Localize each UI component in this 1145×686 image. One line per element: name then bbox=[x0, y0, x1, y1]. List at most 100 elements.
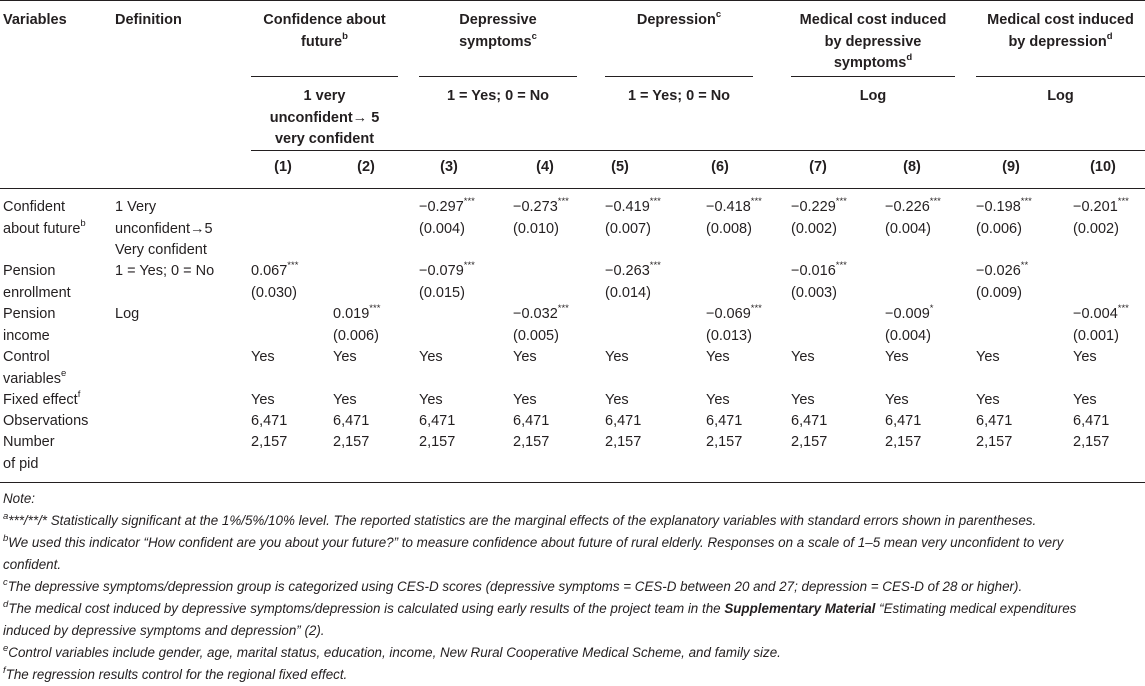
significance-stars: *** bbox=[463, 260, 475, 272]
group-title-line: symptomsd bbox=[833, 52, 913, 71]
table-notes: Note: a***/**/* Statistically significan… bbox=[3, 488, 1143, 686]
value-cell: 2,157 bbox=[791, 434, 828, 450]
group-rule-5 bbox=[976, 76, 1145, 77]
group-title-line: by depressive bbox=[824, 33, 922, 50]
coefficient: −0.009 bbox=[885, 306, 930, 322]
row-definition: Log bbox=[115, 304, 139, 326]
definition-line: 1 = Yes; 0 = No bbox=[115, 263, 215, 279]
coefficient-cell: −0.032*** (0.005) bbox=[513, 304, 569, 347]
value-cell: Yes bbox=[513, 349, 537, 365]
significance-stars: *** bbox=[929, 196, 941, 208]
group-scale-4: Log bbox=[791, 86, 955, 108]
value-cell: Yes bbox=[706, 392, 730, 408]
coefficient: −0.069 bbox=[706, 306, 751, 322]
coefficient-cell: −0.069*** (0.013) bbox=[706, 304, 762, 347]
coefficient: −0.198 bbox=[976, 199, 1021, 215]
note-c: cThe depressive symptoms/depression grou… bbox=[3, 576, 1023, 594]
group-title-line: Medical cost induced bbox=[987, 12, 1134, 28]
note-a: a***/**/* Statistically significant at t… bbox=[3, 510, 1037, 528]
header-bottom-rule bbox=[0, 188, 1145, 189]
definition-line: 1 Very bbox=[115, 199, 157, 215]
standard-error: (0.001) bbox=[1073, 327, 1119, 344]
value-cell: 2,157 bbox=[605, 434, 642, 450]
row-variable: Fixed effectf bbox=[3, 389, 81, 408]
value-cell: 6,471 bbox=[419, 413, 456, 429]
value-cell: Yes bbox=[1073, 349, 1097, 365]
coefficient: −0.004 bbox=[1073, 306, 1118, 322]
standard-error: (0.007) bbox=[605, 220, 651, 237]
coefficient-cell: −0.009* (0.004) bbox=[885, 304, 933, 347]
group-scale-1: 1 very unconfident→ 5 very confident bbox=[251, 86, 398, 151]
coefficient-cell: 0.067*** (0.030) bbox=[251, 261, 298, 304]
value-cell: 6,471 bbox=[605, 413, 642, 429]
note-f: fThe regression results control for the … bbox=[3, 664, 348, 682]
definition-line: unconfident→5 bbox=[115, 220, 213, 237]
value-cell: Yes bbox=[976, 349, 1000, 365]
group-scale-line: 1 very bbox=[303, 88, 346, 104]
header-variables: Variables bbox=[3, 12, 67, 28]
column-number: (5) bbox=[611, 159, 629, 175]
coefficient-cell: −0.263*** (0.014) bbox=[605, 261, 661, 304]
definition-line: Log bbox=[115, 306, 140, 322]
significance-stars: *** bbox=[369, 303, 381, 315]
standard-error: (0.004) bbox=[885, 327, 931, 344]
coefficient: 0.019 bbox=[333, 306, 370, 322]
significance-stars: *** bbox=[649, 260, 661, 272]
standard-error: (0.009) bbox=[976, 284, 1022, 301]
value-cell: 2,157 bbox=[251, 434, 288, 450]
coefficient-cell: −0.229*** (0.002) bbox=[791, 197, 847, 240]
standard-error: (0.030) bbox=[251, 284, 297, 301]
standard-error: (0.003) bbox=[791, 284, 837, 301]
coefficient: −0.201 bbox=[1073, 199, 1118, 215]
column-number: (2) bbox=[357, 159, 375, 175]
value-cell: 6,471 bbox=[885, 413, 922, 429]
significance-stars: *** bbox=[649, 196, 661, 208]
group-title-3: Depressionc bbox=[605, 10, 753, 32]
value-cell: 2,157 bbox=[706, 434, 743, 450]
standard-error: (0.002) bbox=[791, 220, 837, 237]
significance-stars: *** bbox=[557, 303, 569, 315]
group-rule-4 bbox=[791, 76, 955, 77]
coefficient-cell: 0.019*** (0.006) bbox=[333, 304, 380, 347]
coefficient: 0.067 bbox=[251, 263, 288, 279]
group-title-4: Medical cost induced by depressive symptom… bbox=[791, 10, 955, 75]
value-cell: 6,471 bbox=[706, 413, 743, 429]
group-title-line: symptomsc bbox=[459, 30, 537, 50]
coefficient-cell: −0.226*** (0.004) bbox=[885, 197, 941, 240]
column-number: (4) bbox=[536, 159, 554, 175]
column-number: (9) bbox=[1002, 159, 1020, 175]
group-scale-line: 1 = Yes; 0 = No bbox=[627, 88, 731, 104]
value-cell: Yes bbox=[333, 349, 357, 365]
value-cell: 2,157 bbox=[976, 434, 1013, 450]
significance-stars: *** bbox=[557, 196, 569, 208]
value-cell: Yes bbox=[513, 392, 537, 408]
table-bottom-rule bbox=[0, 482, 1145, 483]
coefficient-cell: −0.198*** (0.006) bbox=[976, 197, 1032, 240]
coefficient: −0.226 bbox=[885, 199, 930, 215]
value-cell: 2,157 bbox=[513, 434, 550, 450]
value-cell: Yes bbox=[885, 392, 909, 408]
coefficient: −0.297 bbox=[419, 199, 464, 215]
value-cell: 2,157 bbox=[419, 434, 456, 450]
coefficient: −0.032 bbox=[513, 306, 558, 322]
value-cell: 2,157 bbox=[1073, 434, 1110, 450]
coefficient: −0.418 bbox=[706, 199, 751, 215]
value-cell: 2,157 bbox=[333, 434, 370, 450]
significance-stars: *** bbox=[750, 196, 762, 208]
column-number: (3) bbox=[440, 159, 458, 175]
coefficient: −0.273 bbox=[513, 199, 558, 215]
value-cell: 6,471 bbox=[251, 413, 288, 429]
significance-stars: *** bbox=[287, 260, 299, 272]
value-cell: Yes bbox=[419, 392, 443, 408]
standard-error: (0.005) bbox=[513, 327, 559, 344]
note-b-cont: confident. bbox=[3, 557, 62, 572]
note-title: Note: bbox=[3, 491, 36, 506]
standard-error: (0.013) bbox=[706, 327, 752, 344]
group-title-2: Depressive symptomsc bbox=[419, 10, 577, 53]
standard-error: (0.008) bbox=[706, 220, 752, 237]
group-scale-line: Log bbox=[859, 88, 887, 104]
column-number-rule bbox=[251, 150, 1145, 151]
significance-stars: *** bbox=[750, 303, 762, 315]
standard-error: (0.015) bbox=[419, 284, 465, 301]
group-scale-line: 1 = Yes; 0 = No bbox=[446, 88, 550, 104]
